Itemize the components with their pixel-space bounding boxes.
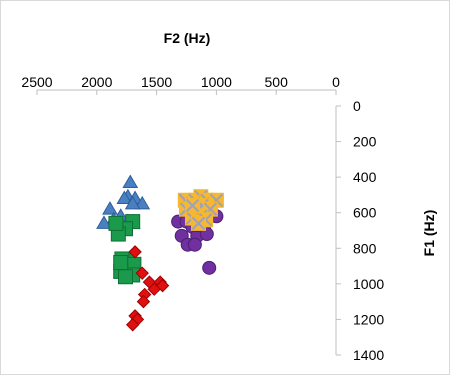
axes: 2500 2000 1500 1000 500 00 200 400 600 800 1000 120… xyxy=(21,74,384,363)
triangle-point xyxy=(96,215,112,229)
square-point xyxy=(113,255,129,271)
x-tick-label: 1000 xyxy=(201,74,232,90)
x-tick-label: 1500 xyxy=(141,74,172,90)
y-axis-title: F1 (Hz) xyxy=(421,210,437,257)
circle-point xyxy=(202,260,217,275)
x-square-point xyxy=(184,198,200,214)
series-square xyxy=(108,214,142,285)
x-stroke-b xyxy=(191,216,206,231)
y-tick-label: 400 xyxy=(353,169,377,185)
y-tick-label: 200 xyxy=(353,134,377,150)
triangle-point xyxy=(124,195,141,210)
diamond-point xyxy=(155,278,170,293)
triangle-point xyxy=(116,190,133,204)
x-axis-title: F2 (Hz) xyxy=(164,30,211,46)
x-tick-label: 2500 xyxy=(21,74,52,90)
square-point xyxy=(118,269,134,285)
y-tick-label: 600 xyxy=(353,205,377,221)
triangle-point xyxy=(102,201,118,215)
y-tick-label: 1400 xyxy=(353,347,384,363)
x-tick-label: 500 xyxy=(265,74,289,90)
x-tick-label: 2000 xyxy=(81,74,112,90)
y-tick-label: 800 xyxy=(353,240,377,256)
data-points xyxy=(96,174,224,332)
x-stroke-b xyxy=(185,198,200,213)
series-x-square xyxy=(177,189,224,231)
x-square-point xyxy=(190,215,206,231)
y-tick-label: 1200 xyxy=(353,311,384,327)
series-diamond xyxy=(125,245,170,332)
x-tick-label: 0 xyxy=(332,74,340,90)
triangle-point xyxy=(134,195,151,210)
circle-point xyxy=(187,237,202,252)
diamond-point xyxy=(136,294,151,309)
triangle-point xyxy=(122,174,139,188)
y-tick-label: 0 xyxy=(353,98,361,114)
diamond-point xyxy=(125,318,140,332)
y-tick-label: 1000 xyxy=(353,276,384,292)
diamond-point xyxy=(128,245,142,259)
square-point xyxy=(108,215,124,231)
diamond-point xyxy=(135,266,149,280)
